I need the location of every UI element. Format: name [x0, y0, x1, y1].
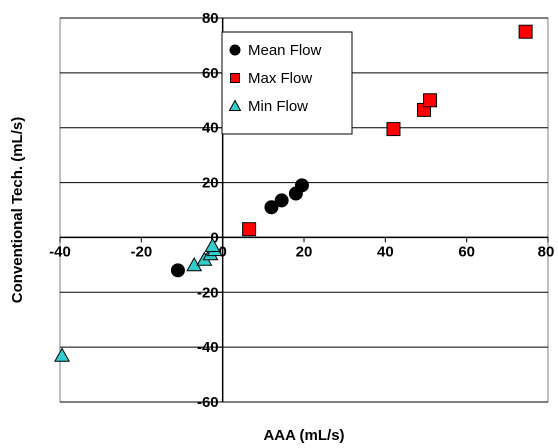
x-tick-label: -40 — [49, 243, 71, 260]
mean-flow-point — [264, 200, 279, 215]
mean-flow-point — [274, 193, 289, 208]
y-tick-label: -20 — [197, 284, 219, 301]
y-tick-label: 40 — [202, 120, 219, 137]
x-tick-label: 20 — [296, 243, 313, 260]
legend-marker-mean-flow — [229, 44, 241, 56]
min-flow-point — [54, 347, 71, 362]
min-flow-point — [204, 237, 221, 253]
max-flow-point — [518, 24, 533, 39]
x-tick-label: 80 — [538, 243, 555, 260]
y-tick-label: 80 — [202, 10, 219, 27]
legend-label-max-flow: Max Flow — [248, 70, 312, 87]
x-tick-label: 40 — [377, 243, 394, 260]
y-tick-label: 20 — [202, 175, 219, 192]
x-tick-label: 60 — [458, 243, 475, 260]
legend: Mean Flow Max Flow Min Flow — [221, 31, 353, 135]
x-tick-label: 0 — [218, 243, 226, 260]
max-flow-point — [386, 122, 401, 137]
y-tick-label: 60 — [202, 65, 219, 82]
data-points — [54, 24, 533, 362]
legend-marker-max-flow — [230, 73, 240, 83]
y-axis-title: Conventional Tech. (mL/s) — [9, 117, 26, 303]
y-tick-label: -40 — [197, 339, 219, 356]
max-flow-point — [242, 222, 257, 237]
y-tick-label: 0 — [210, 229, 218, 246]
legend-box — [221, 31, 353, 135]
y-tick-label: -60 — [197, 394, 219, 411]
y-tick-labels: -60 -40 -20 0 20 40 60 80 — [197, 10, 219, 411]
mean-flow-point — [294, 178, 309, 193]
mean-flow-point — [170, 263, 185, 278]
max-flow-point — [423, 93, 438, 108]
legend-marker-min-flow — [228, 99, 242, 111]
x-tick-labels: -40 -20 0 20 40 60 80 — [49, 243, 554, 260]
legend-label-mean-flow: Mean Flow — [248, 42, 322, 59]
legend-label-min-flow: Min Flow — [248, 98, 308, 115]
x-axis-title: AAA (mL/s) — [263, 427, 344, 444]
x-tick-label: -20 — [130, 243, 152, 260]
